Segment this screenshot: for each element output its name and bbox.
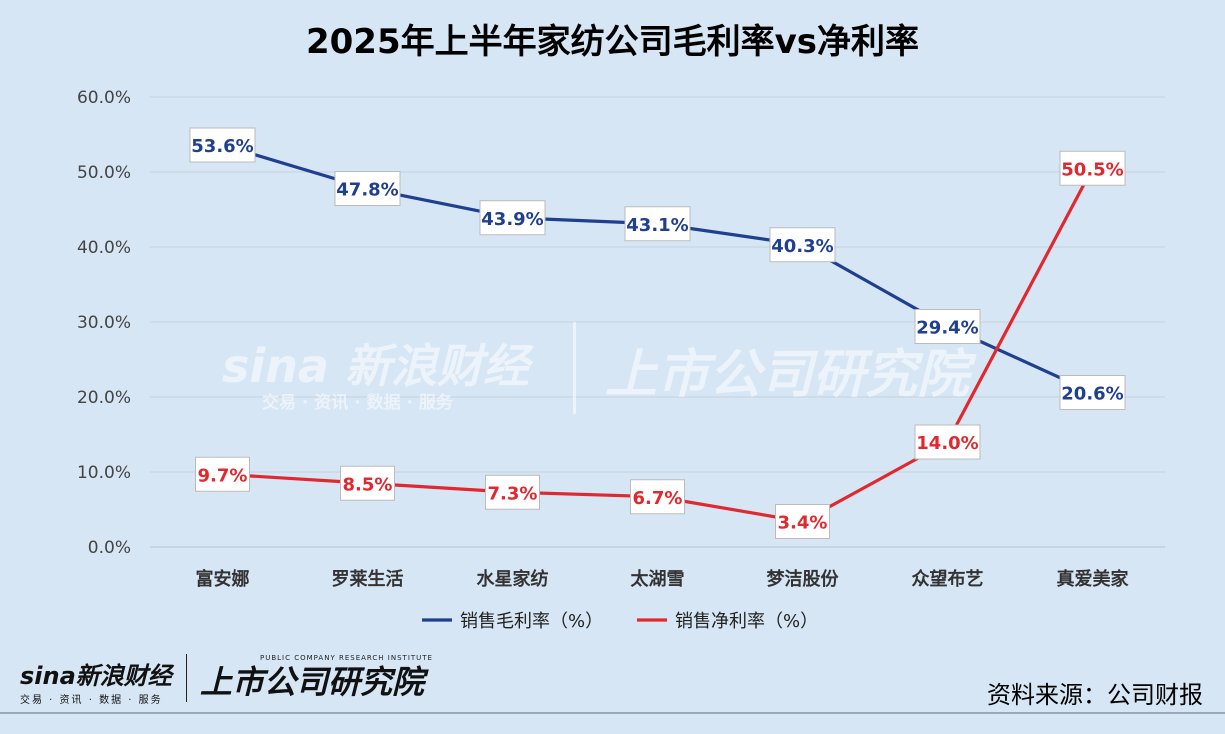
y-tick-label: 10.0% <box>77 463 131 483</box>
data-label: 29.4% <box>916 318 978 339</box>
data-label-box <box>630 479 685 515</box>
data-label-box <box>769 227 836 263</box>
legend-label: 销售净利率（%） <box>675 611 818 632</box>
data-label-box <box>195 456 250 492</box>
y-tick-label: 40.0% <box>77 238 131 258</box>
data-label: 50.5% <box>1061 159 1123 180</box>
data-label: 6.7% <box>633 488 683 509</box>
sina-logo: sina新浪财经 交易 · 资讯 · 数据 · 服务 <box>20 656 172 706</box>
y-tick-label: 0.0% <box>88 538 131 558</box>
data-label: 14.0% <box>916 433 978 454</box>
data-label-box <box>189 127 256 163</box>
data-label: 53.6% <box>191 136 253 157</box>
legend: 销售毛利率（%） 销售净利率（%） <box>422 611 818 632</box>
x-tick-label: 水星家纺 <box>477 568 549 590</box>
data-label: 43.9% <box>481 209 543 230</box>
y-tick-label: 60.0% <box>77 88 131 108</box>
institute-logo: PUBLIC COMPANY RESEARCH INSTITUTE 上市公司研究… <box>200 654 433 702</box>
y-tick-label: 30.0% <box>77 313 131 333</box>
data-label: 7.3% <box>488 483 538 504</box>
data-label: 43.1% <box>626 215 688 236</box>
data-label: 9.7% <box>198 465 248 486</box>
watermark-divider <box>573 322 576 414</box>
data-label-box <box>624 206 691 242</box>
data-label-box <box>914 309 981 344</box>
y-tick-label: 20.0% <box>77 388 131 408</box>
data-label: 47.8% <box>336 180 398 201</box>
chart-title: 2025年上半年家纺公司毛利率vs净利率 <box>305 22 920 62</box>
data-labels: 53.6% 47.8% 43.9% 43.1% 40.3% 29.4% 20.6% 9.7% 8… <box>189 127 1126 539</box>
x-tick-label: 梦洁股份 <box>767 568 840 590</box>
data-label: 20.6% <box>1061 384 1123 405</box>
x-tick-label: 众望布艺 <box>912 568 984 590</box>
data-label-box <box>914 424 981 460</box>
x-tick-label: 富安娜 <box>196 568 250 590</box>
x-tick-label: 罗莱生活 <box>332 568 404 590</box>
watermark-sina: sina 新浪财经 <box>222 339 534 393</box>
footer-divider <box>0 712 1225 714</box>
data-label: 3.4% <box>778 513 828 534</box>
y-tick-label: 50.0% <box>77 163 131 183</box>
x-tick-label: 真爱美家 <box>1057 568 1130 590</box>
sina-logo-sub: 交易 · 资讯 · 数据 · 服务 <box>20 695 163 706</box>
watermark-sina-sub: 交易 · 资讯 · 数据 · 服务 <box>262 392 454 413</box>
logo-divider <box>186 654 187 702</box>
sina-logo-text: sina新浪财经 <box>20 662 172 690</box>
grid-lines <box>150 96 1165 548</box>
data-label: 40.3% <box>771 236 833 257</box>
x-axis-ticks: 富安娜 罗莱生活 水星家纺 太湖雪 梦洁股份 众望布艺 真爱美家 <box>196 568 1130 590</box>
source-note: 资料来源：公司财报 <box>987 681 1203 709</box>
data-label-box <box>334 171 401 206</box>
x-tick-label: 太湖雪 <box>631 568 685 590</box>
data-label-box <box>340 465 395 501</box>
data-label-box <box>479 200 546 236</box>
data-label: 8.5% <box>343 474 393 495</box>
data-label-box <box>775 504 830 539</box>
data-label-box <box>1059 375 1126 410</box>
y-axis-ticks: 0.0% 10.0% 20.0% 30.0% 40.0% 50.0% 60.0% <box>77 88 131 558</box>
watermark: sina 新浪财经 交易 · 资讯 · 数据 · 服务 上市公司研究院 <box>222 322 977 414</box>
institute-logo-text: 上市公司研究院 <box>200 663 425 701</box>
data-label-box <box>1059 150 1126 186</box>
data-label-box <box>485 474 540 510</box>
watermark-institute: 上市公司研究院 <box>605 345 977 405</box>
institute-logo-small: PUBLIC COMPANY RESEARCH INSTITUTE <box>260 654 433 662</box>
legend-label: 销售毛利率（%） <box>460 611 603 632</box>
